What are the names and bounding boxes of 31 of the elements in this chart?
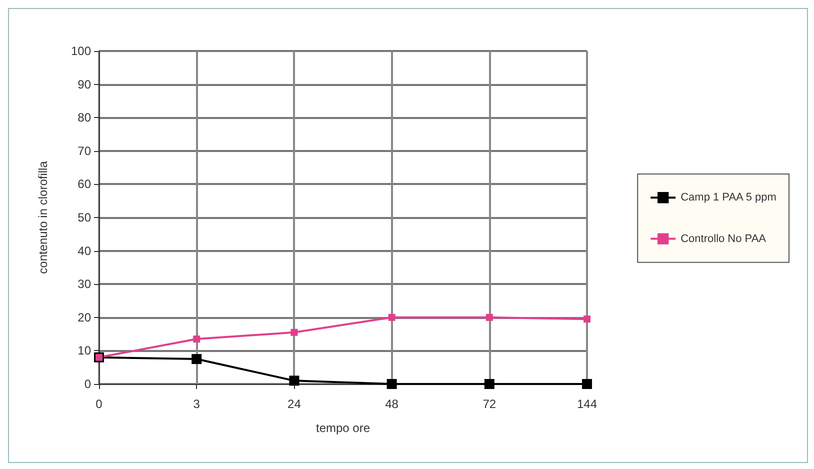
y-tick-label: 70 [78,144,92,158]
y-axis-title: contenuto in clorofilla [36,160,50,274]
point [290,328,298,336]
point [584,316,590,323]
x-tick-label: 24 [288,397,302,411]
y-tick-label: 30 [78,277,92,292]
point [193,336,200,343]
x-tick-label: 144 [576,397,598,411]
x-tick-label: 0 [96,397,103,411]
point [582,379,592,389]
point [484,379,494,389]
x-tick-label: 3 [193,397,200,411]
y-tick-label: 50 [78,210,92,224]
legend-label: Camp 1 PAA 5 ppm [680,192,776,204]
point [486,314,493,321]
point [289,376,300,386]
legend-label: Controllo No PAA [680,232,767,245]
y-tick-label: 10 [78,344,92,358]
x-axis-title: tempo ore [316,421,370,435]
y-tick-label: 60 [78,177,92,192]
y-tick-label: 0 [84,377,92,391]
point [388,314,396,321]
y-tick-label: 100 [70,44,92,58]
x-tick-label: 48 [385,397,399,411]
y-tick-label: 90 [78,77,92,92]
y-tick-label: 40 [78,244,92,258]
point [192,354,202,364]
point [386,379,397,389]
x-tick-label: 72 [482,397,496,411]
y-tick-label: 20 [78,310,92,324]
y-tick-label: 80 [78,110,92,125]
